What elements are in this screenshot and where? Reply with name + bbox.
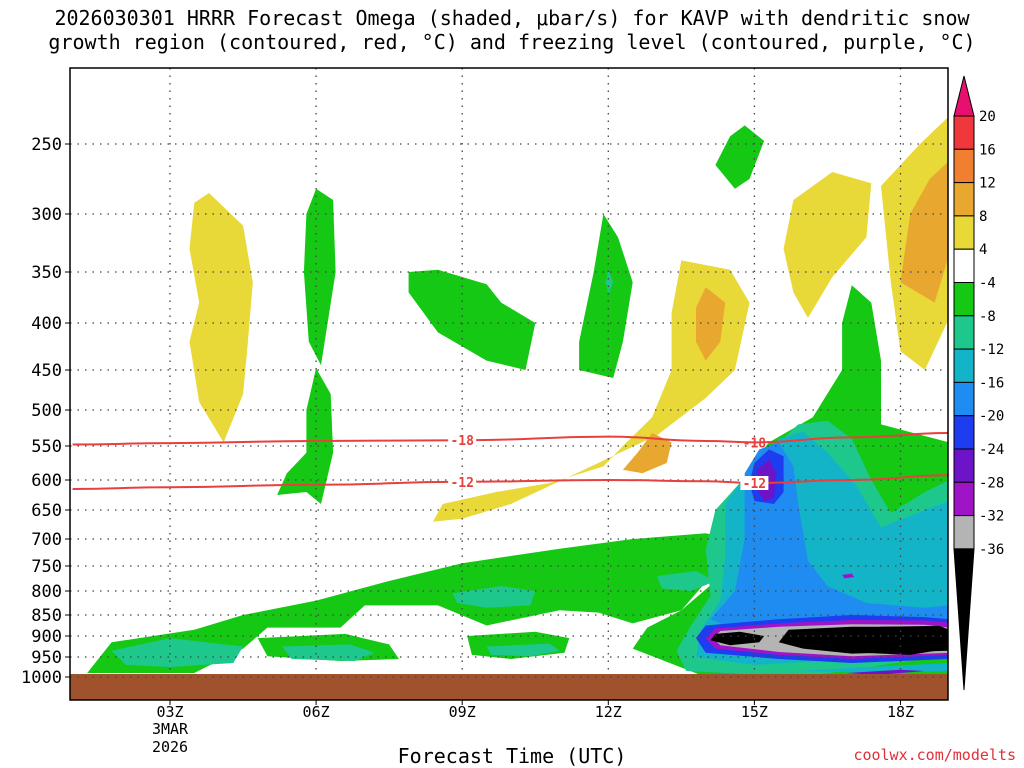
- omega-region-5: [605, 269, 614, 295]
- colorbar-box-5: [953, 282, 975, 317]
- x-tick-label-18Z: 18Z: [887, 703, 914, 721]
- x-axis-label: Forecast Time (UTC): [397, 744, 627, 768]
- omega-region-1: [303, 188, 336, 366]
- colorbar-box-9: [953, 415, 975, 450]
- omega-region-7: [783, 172, 872, 318]
- omega-region-4: [579, 214, 633, 378]
- colorbar-box-11: [953, 481, 975, 517]
- colorbar-box-12: [953, 515, 975, 550]
- pressure-axis: 2503003504004505005506006507007508008509…: [21, 135, 70, 688]
- y-tick-label-350: 350: [31, 263, 62, 283]
- y-tick-label-400: 400: [31, 314, 62, 334]
- omega-region-21: [657, 571, 716, 591]
- title-line-1: 2026030301 HRRR Forecast Omega (shaded, …: [54, 6, 970, 30]
- colorbar-label-20: 20: [979, 109, 996, 125]
- colorbar-label--24: -24: [979, 442, 1004, 458]
- colorbar-box-0: [953, 115, 975, 150]
- time-axis: 3MAR 2026 03Z 06Z 09Z 12Z 15Z 18Z: [152, 700, 914, 756]
- colorbar-box-6: [953, 315, 975, 350]
- colorbar-label-4: 4: [979, 242, 987, 258]
- y-tick-label-450: 450: [31, 361, 62, 381]
- omega-region-3: [408, 269, 536, 370]
- contour-label-dendritic-18C-0: -18: [450, 434, 474, 449]
- y-tick-label-900: 900: [31, 627, 62, 647]
- y-tick-label-250: 250: [31, 135, 62, 155]
- omega-region-27: [754, 593, 789, 605]
- contour-dendritic-18C: [72, 432, 948, 446]
- colorbar-label--32: -32: [979, 509, 1004, 525]
- omega-region-14: [87, 533, 731, 673]
- omega-region-2: [277, 368, 334, 504]
- y-tick-label-700: 700: [31, 530, 62, 550]
- omega-region-6: [715, 125, 765, 189]
- x-tick-label-06Z: 06Z: [303, 703, 330, 721]
- colorbar-label-16: 16: [979, 142, 996, 158]
- omega-region-9: [900, 161, 948, 303]
- x-date-day: 3MAR: [152, 720, 189, 738]
- y-tick-label-300: 300: [31, 205, 62, 225]
- y-tick-label-600: 600: [31, 471, 62, 491]
- x-date-year: 2026: [152, 738, 188, 756]
- omega-colorbar: 20 16 12 8 4 -4 -8 -12 -16 -20 -24 -28 -32 -36: [953, 75, 1004, 691]
- colorbar-box-8: [953, 381, 975, 417]
- colorbar-label--28: -28: [979, 475, 1004, 491]
- contour-label-dendritic-18C-1: -18: [743, 436, 767, 451]
- y-tick-label-850: 850: [31, 606, 62, 626]
- colorbar-label--12: -12: [979, 342, 1004, 358]
- colorbar-box-1: [953, 148, 975, 184]
- temperature-contours: -18 -18 -12 -12: [72, 432, 948, 492]
- contour-label-bg-1-0: [448, 474, 477, 489]
- colorbar-box-4: [953, 248, 975, 283]
- y-tick-label-750: 750: [31, 557, 62, 577]
- chart-title: 2026030301 HRRR Forecast Omega (shaded, …: [0, 6, 1024, 54]
- omega-region-20: [452, 586, 536, 608]
- y-tick-label-950: 950: [31, 648, 62, 668]
- omega-region-0: [189, 193, 253, 443]
- x-tick-label-09Z: 09Z: [449, 703, 476, 721]
- title-line-2: growth region (contoured, red, °C) and f…: [48, 30, 976, 54]
- omega-region-17: [111, 638, 244, 667]
- colorbar-label-12: 12: [979, 176, 996, 192]
- colorbar-label--16: -16: [979, 375, 1004, 391]
- y-tick-label-650: 650: [31, 501, 62, 521]
- omega-region-12: [622, 433, 672, 474]
- omega-region-18: [282, 644, 375, 661]
- y-tick-label-1000: 1000: [21, 668, 62, 688]
- x-tick-label-15Z: 15Z: [741, 703, 768, 721]
- x-tick-label-03Z: 03Z: [156, 703, 183, 721]
- colorbar-label-8: 8: [979, 209, 987, 225]
- contour-label-dendritic-12C-0: -12: [450, 476, 473, 491]
- colorbar-label--4: -4: [979, 276, 996, 292]
- contour-label-dendritic-12C-1: -12: [743, 477, 766, 492]
- credit-link[interactable]: coolwx.com/modelts: [853, 746, 1016, 764]
- omega-region-37: [846, 669, 925, 675]
- omega-shading-layer: [87, 117, 948, 677]
- colorbar-top-arrow: [953, 75, 975, 117]
- omega-region-11: [696, 287, 726, 361]
- omega-region-19: [486, 643, 560, 657]
- contour-dendritic-12C: [72, 474, 948, 490]
- colorbar-box-3: [953, 215, 975, 250]
- omega-region-34: [720, 633, 750, 642]
- y-tick-label-550: 550: [31, 437, 62, 457]
- y-tick-label-500: 500: [31, 401, 62, 421]
- colorbar-label--36: -36: [979, 542, 1004, 558]
- colorbar-box-7: [953, 348, 975, 383]
- colorbar-box-2: [953, 182, 975, 217]
- y-tick-label-800: 800: [31, 582, 62, 602]
- x-tick-label-12Z: 12Z: [595, 703, 622, 721]
- contour-label-bg-1-1: [740, 476, 769, 490]
- omega-region-35: [842, 573, 855, 579]
- ground-surface: [70, 674, 948, 700]
- colorbar-box-10: [953, 448, 975, 483]
- omega-region-33: [837, 625, 948, 655]
- colorbar-label--8: -8: [979, 309, 996, 325]
- colorbar-bottom-arrow: [953, 548, 975, 691]
- omega-region-10: [433, 260, 750, 522]
- plot-frame: [69, 67, 949, 701]
- contour-label-bg-0-0: [448, 433, 477, 448]
- colorbar-label--20: -20: [979, 409, 1004, 425]
